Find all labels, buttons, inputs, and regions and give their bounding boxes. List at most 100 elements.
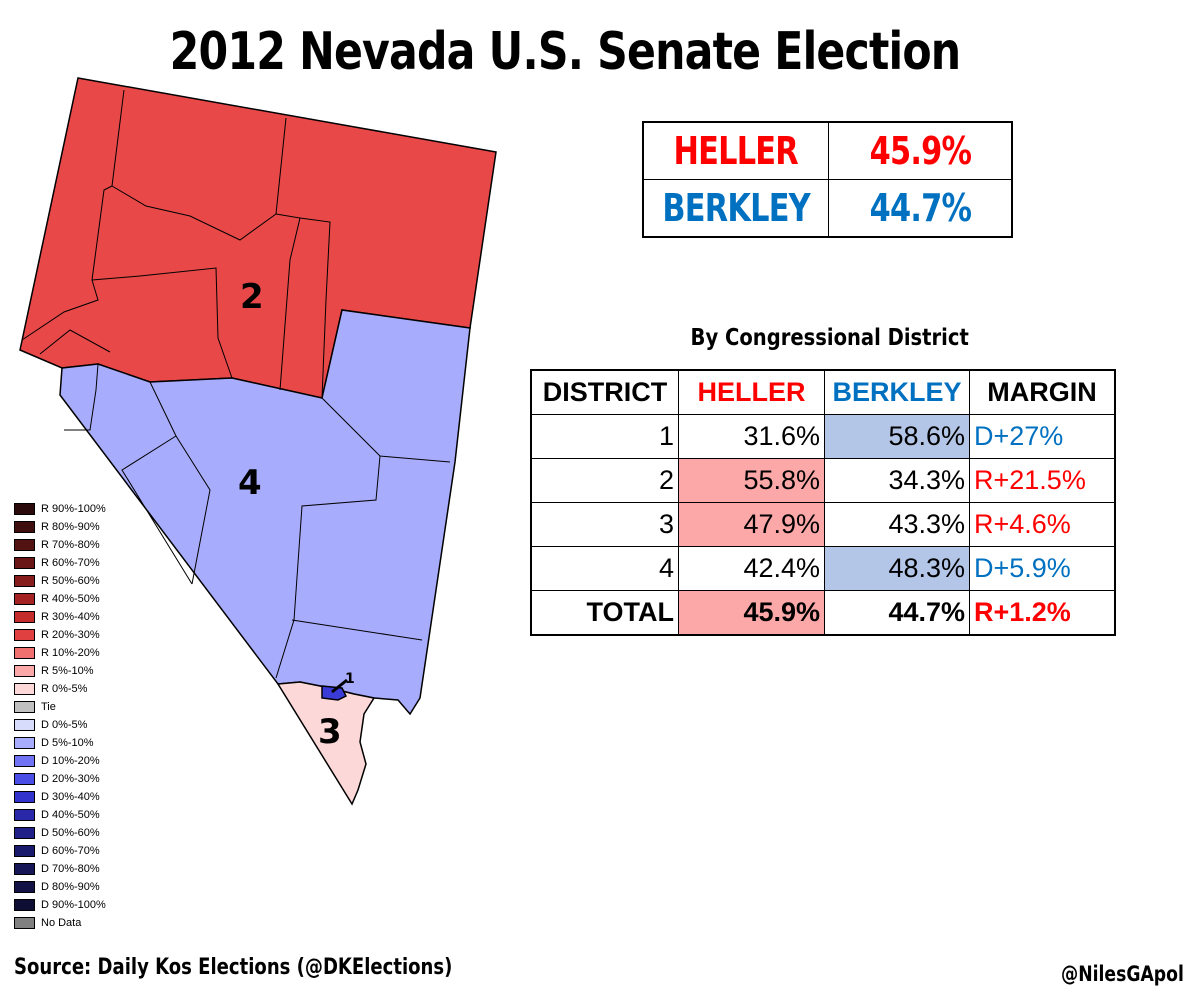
legend-item: D 20%-30% [14,770,106,788]
legend-item: R 60%-70% [14,554,106,572]
legend-swatch [14,881,35,893]
legend-item: R 70%-80% [14,536,106,554]
header-heller: HELLER [678,369,825,415]
legend-item: D 5%-10% [14,734,106,752]
total-margin-cell: R+1.2% [969,590,1116,636]
legend-label: No Data [41,917,82,929]
legend-swatch [14,575,35,587]
source-credit: Source: Daily Kos Elections (@DKElection… [14,955,453,980]
district-3-label: 3 [318,712,342,752]
legend-item: D 60%-70% [14,842,106,860]
table-row: 2 55.8% 34.3% R+21.5% [530,458,1116,503]
heller-cell: 55.8% [678,458,825,503]
legend-item: R 80%-90% [14,518,106,536]
district-1-label: 1 [345,671,355,687]
legend-swatch [14,755,35,767]
legend-item: R 20%-30% [14,626,106,644]
heller-name-cell: HELLER [642,121,830,180]
legend-label: R 80%-90% [41,521,100,533]
berkley-cell: 34.3% [824,458,970,503]
district-cell: 2 [530,458,679,503]
page-title: 2012 Nevada U.S. Senate Election [169,22,961,82]
county-lines [21,89,451,679]
legend-label: R 90%-100% [41,503,106,515]
legend-item: R 50%-60% [14,572,106,590]
margin-cell: D+5.9% [969,546,1116,591]
table-row: 3 47.9% 43.3% R+4.6% [530,502,1116,547]
table-header-row: DISTRICT HELLER BERKLEY MARGIN [530,369,1116,415]
legend-label: D 50%-60% [41,827,100,839]
legend-swatch [14,611,35,623]
margin-cell: R+21.5% [969,458,1116,503]
district-1-pointer [331,678,348,694]
legend-swatch [14,791,35,803]
district-results-table: DISTRICT HELLER BERKLEY MARGIN 1 31.6% 5… [530,369,1116,636]
legend-item: R 0%-5% [14,680,106,698]
heller-row: HELLER 45.9% [642,121,1013,180]
total-row: TOTAL 45.9% 44.7% R+1.2% [530,590,1116,636]
district-cell: 1 [530,414,679,459]
legend-item: R 40%-50% [14,590,106,608]
legend-swatch [14,701,35,713]
header-margin: MARGIN [969,369,1116,415]
legend-item: R 5%-10% [14,662,106,680]
legend-item: R 10%-20% [14,644,106,662]
district-cell: 4 [530,546,679,591]
legend-item: D 90%-100% [14,896,106,914]
legend-swatch [14,719,35,731]
header-district: DISTRICT [530,369,679,415]
berkley-cell: 58.6% [824,414,970,459]
legend-label: D 20%-30% [41,773,100,785]
legend-item: D 10%-20% [14,752,106,770]
map-legend: R 90%-100% R 80%-90% R 70%-80% R 60%-70% R 5… [14,500,106,932]
district-3-region[interactable] [276,681,376,806]
legend-swatch [14,863,35,875]
legend-swatch [14,917,35,929]
legend-swatch [14,629,35,641]
total-label-cell: TOTAL [530,590,679,636]
legend-item: D 40%-50% [14,806,106,824]
table-row: 4 42.4% 48.3% D+5.9% [530,546,1116,591]
legend-label: D 10%-20% [41,755,100,767]
legend-label: R 30%-40% [41,611,100,623]
legend-item: D 50%-60% [14,824,106,842]
legend-label: R 10%-20% [41,647,100,659]
margin-cell: D+27% [969,414,1116,459]
legend-swatch [14,827,35,839]
legend-item: D 30%-40% [14,788,106,806]
berkley-pct-cell: 44.7% [828,179,1013,238]
legend-label: D 30%-40% [41,791,100,803]
legend-label: D 70%-80% [41,863,100,875]
heller-pct-cell: 45.9% [828,121,1013,180]
legend-label: D 60%-70% [41,845,100,857]
legend-label: D 90%-100% [41,899,106,911]
legend-label: Tie [41,701,56,713]
table-row: 1 31.6% 58.6% D+27% [530,414,1116,459]
legend-label: R 20%-30% [41,629,100,641]
legend-label: R 5%-10% [41,665,94,677]
legend-item: R 90%-100% [14,500,106,518]
legend-swatch [14,845,35,857]
legend-item: D 80%-90% [14,878,106,896]
legend-swatch [14,539,35,551]
legend-label: D 40%-50% [41,809,100,821]
district-4-label: 4 [238,463,262,503]
legend-swatch [14,899,35,911]
legend-swatch [14,557,35,569]
nevada-district-map: 2 4 3 1 [19,77,497,806]
district-table-subtitle: By Congressional District [690,325,970,351]
legend-swatch [14,773,35,785]
district-1-region[interactable] [321,685,348,701]
legend-label: R 70%-80% [41,539,100,551]
heller-cell: 42.4% [678,546,825,591]
berkley-row: BERKLEY 44.7% [642,179,1013,238]
legend-swatch [14,683,35,695]
berkley-name-cell: BERKLEY [642,179,830,238]
legend-label: R 0%-5% [41,683,88,695]
legend-swatch [14,593,35,605]
legend-item: D 0%-5% [14,716,106,734]
legend-swatch [14,665,35,677]
legend-swatch [14,521,35,533]
legend-item: No Data [14,914,106,932]
district-2-label: 2 [240,277,264,317]
